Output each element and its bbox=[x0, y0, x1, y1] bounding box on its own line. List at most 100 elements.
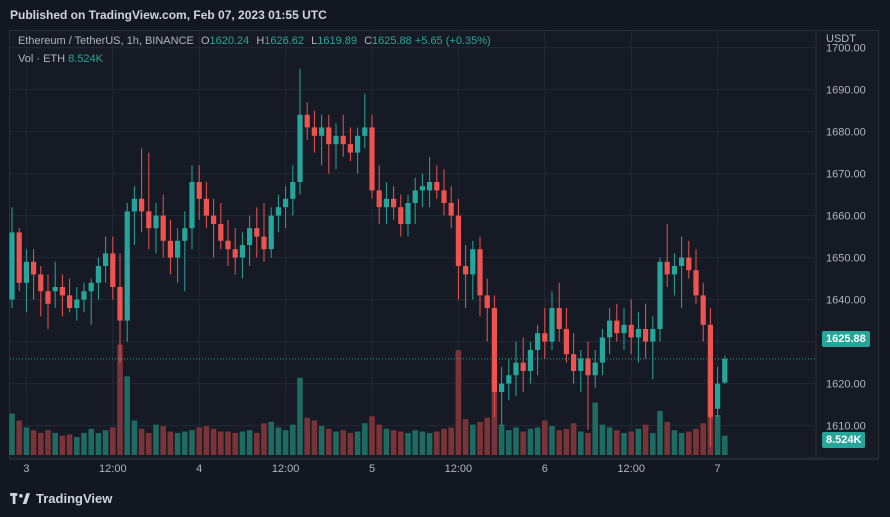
y-tick-label: 1620.00 bbox=[826, 379, 866, 391]
volume-bar bbox=[405, 432, 411, 455]
candle-body bbox=[110, 253, 116, 287]
candle-body bbox=[506, 375, 512, 384]
candle-body bbox=[16, 232, 22, 283]
symbol-title[interactable]: Ethereum / TetherUS, 1h, BINANCE bbox=[18, 35, 194, 47]
x-tick-label: 12:00 bbox=[99, 463, 127, 475]
candle-body bbox=[599, 337, 605, 363]
volume-bar bbox=[45, 430, 51, 455]
candle-body bbox=[585, 358, 591, 376]
volume-bar bbox=[38, 432, 44, 455]
volume-bar bbox=[275, 427, 282, 455]
candle-body bbox=[455, 215, 461, 266]
volume-bar bbox=[678, 432, 685, 455]
y-tick-label: 1670.00 bbox=[826, 169, 866, 181]
chart-frame[interactable] bbox=[9, 30, 879, 460]
open-label: O bbox=[200, 35, 210, 47]
candle-body bbox=[470, 249, 476, 275]
volume-bar bbox=[412, 430, 418, 455]
candle-body bbox=[333, 135, 339, 145]
candle-body bbox=[59, 287, 65, 296]
candle-body bbox=[232, 249, 238, 258]
volume-bar bbox=[419, 431, 426, 455]
volume-bar bbox=[282, 430, 289, 455]
candle-body bbox=[448, 203, 454, 216]
volume-bar bbox=[210, 428, 217, 455]
candle-body bbox=[189, 182, 195, 229]
candle-body bbox=[23, 261, 29, 283]
volume-bar bbox=[498, 424, 505, 455]
volume-bar bbox=[196, 427, 202, 455]
volume-bar bbox=[621, 432, 627, 455]
candle-body bbox=[218, 224, 224, 241]
candle-body bbox=[441, 190, 447, 203]
change-value: +5.65 (+0.35%) bbox=[414, 35, 491, 47]
y-tick-label: 1680.00 bbox=[826, 127, 866, 139]
volume-bar bbox=[650, 432, 656, 455]
volume-bar bbox=[268, 421, 274, 455]
candle-body bbox=[74, 299, 80, 308]
volume-bar bbox=[455, 350, 462, 455]
volume-bar bbox=[722, 435, 728, 455]
volume-bar bbox=[369, 416, 375, 455]
candle-body bbox=[412, 190, 418, 203]
x-tick-label: 7 bbox=[715, 463, 721, 475]
candle-body bbox=[290, 182, 296, 199]
volume-bar bbox=[59, 435, 66, 455]
candle-body bbox=[239, 245, 245, 258]
candle-body bbox=[621, 324, 627, 334]
candle-body bbox=[398, 207, 404, 224]
candle-body bbox=[722, 358, 728, 383]
volume-label[interactable]: Vol · ETH bbox=[18, 53, 66, 65]
volume-bar bbox=[642, 424, 649, 455]
volume-bar bbox=[290, 424, 296, 455]
candle-body bbox=[383, 198, 389, 208]
volume-bar bbox=[239, 431, 246, 455]
candle-body bbox=[355, 135, 361, 153]
volume-bar bbox=[347, 432, 354, 455]
candle-body bbox=[679, 257, 685, 266]
volume-bar bbox=[110, 427, 116, 455]
candle-body bbox=[268, 215, 274, 250]
candle-body bbox=[326, 127, 332, 145]
candle-body bbox=[578, 358, 584, 371]
candle-body bbox=[347, 144, 353, 153]
candle-body bbox=[715, 383, 721, 409]
candle-body bbox=[664, 261, 670, 275]
volume-bar bbox=[376, 424, 382, 455]
volume-bar bbox=[614, 430, 620, 455]
volume-bar bbox=[66, 434, 73, 455]
volume-bar bbox=[304, 417, 310, 455]
candle-body bbox=[477, 249, 483, 296]
footer-brand-label: TradingView bbox=[36, 491, 113, 506]
candle-body bbox=[45, 291, 51, 304]
candle-body bbox=[225, 240, 231, 250]
low-value: 1619.89 bbox=[317, 35, 357, 47]
y-tick-label: 1650.00 bbox=[826, 253, 866, 265]
currency-label[interactable]: USDT bbox=[826, 33, 856, 45]
candle-body bbox=[131, 198, 137, 212]
volume-badge: 8.524K bbox=[822, 432, 866, 448]
candle-body bbox=[491, 308, 497, 392]
candle-body bbox=[124, 211, 130, 321]
candle-body bbox=[160, 215, 166, 241]
candle-body bbox=[513, 362, 519, 376]
volume-bar bbox=[599, 424, 606, 455]
candle-body bbox=[211, 215, 217, 224]
volume-bar bbox=[470, 424, 476, 455]
close-value: 1625.88 bbox=[372, 35, 412, 47]
candle-body bbox=[549, 308, 555, 342]
candle-body bbox=[9, 232, 15, 300]
volume-bar bbox=[52, 432, 58, 455]
volume-bar bbox=[585, 432, 591, 455]
candle-body bbox=[153, 215, 159, 229]
volume-bar bbox=[441, 428, 447, 455]
volume-bar bbox=[592, 402, 598, 455]
volume-bar bbox=[635, 428, 642, 455]
candle-body bbox=[95, 266, 101, 283]
candle-body bbox=[103, 253, 109, 266]
footer-brand[interactable]: TradingView bbox=[10, 491, 112, 506]
volume-bar bbox=[549, 426, 555, 455]
candle-body bbox=[297, 114, 303, 182]
volume-bar bbox=[131, 420, 138, 455]
